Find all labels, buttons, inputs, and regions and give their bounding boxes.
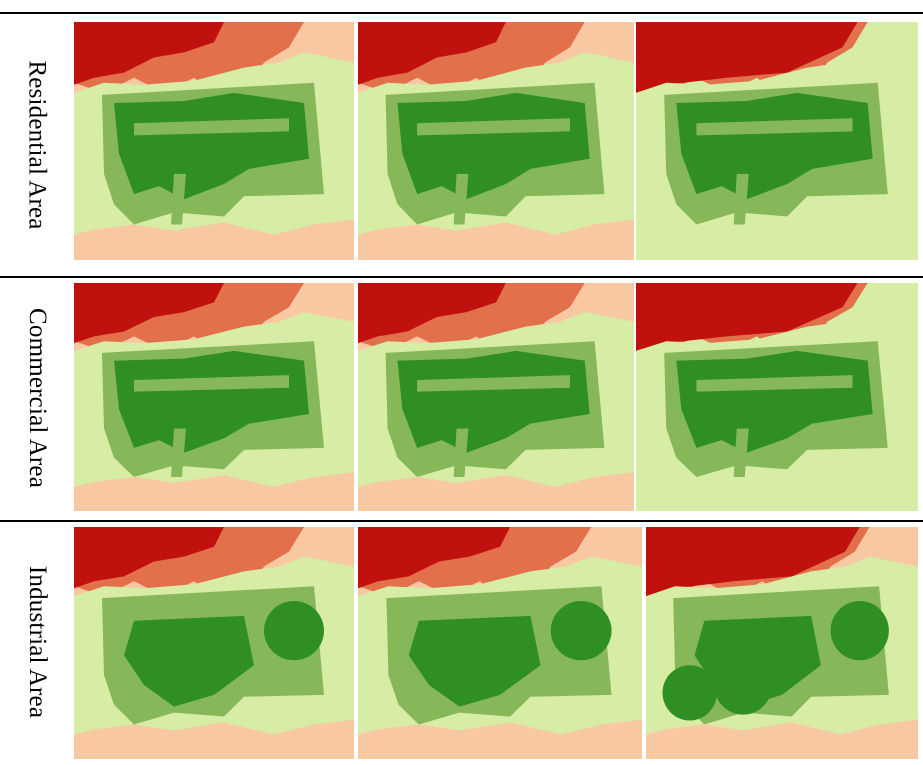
map-commercial-1 bbox=[74, 283, 354, 511]
row-label-residential: Residential Area bbox=[24, 60, 51, 230]
map-industrial-2 bbox=[358, 527, 642, 759]
map-industrial-1 bbox=[74, 527, 354, 759]
row-label-commercial: Commercial Area bbox=[24, 307, 52, 489]
row-label-industrial: Industrial Area bbox=[24, 565, 52, 719]
map-commercial-3 bbox=[636, 283, 918, 511]
map-residential-1 bbox=[74, 22, 354, 260]
map-residential-2 bbox=[358, 22, 634, 260]
map-commercial-2 bbox=[358, 283, 634, 511]
top-rule bbox=[0, 12, 923, 14]
row-divider-1 bbox=[0, 276, 923, 278]
row-divider-2 bbox=[0, 520, 923, 522]
map-industrial-3 bbox=[646, 527, 918, 759]
map-residential-3 bbox=[636, 22, 918, 260]
